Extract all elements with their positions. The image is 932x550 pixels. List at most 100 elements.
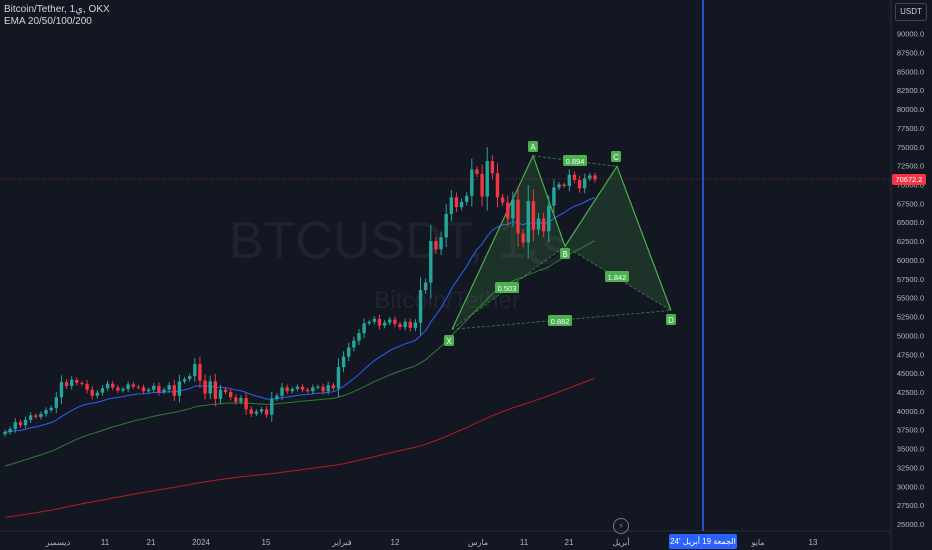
candle-body <box>49 407 53 411</box>
candle-body <box>506 202 510 219</box>
candle-body <box>162 389 166 392</box>
candle-body <box>495 173 500 198</box>
cursor-date-label: الجمعة 19 أبريل '24 <box>669 534 737 549</box>
y-tick-label: 32500.0 <box>897 463 924 472</box>
candle-body <box>75 379 79 383</box>
candle-body <box>470 169 474 196</box>
candle-body <box>434 241 438 250</box>
candle-body <box>449 197 454 214</box>
ratio-xd-label-box <box>548 315 572 326</box>
candle-body <box>182 379 187 382</box>
candle-body <box>95 392 100 396</box>
ratio-ab-label-box <box>495 282 519 293</box>
ema-200-line <box>4 377 596 518</box>
candle-body <box>552 187 556 206</box>
x-tick-label: 2024 <box>192 538 210 547</box>
watermark-ticker: BTCUSDT, 1ي <box>229 212 567 271</box>
candle-body <box>557 184 561 188</box>
candle-body <box>362 323 366 334</box>
x-tick-label: مايو <box>750 538 764 547</box>
x-tick-label: 21 <box>147 538 156 547</box>
candle-body <box>23 419 28 426</box>
candle-body <box>254 411 259 414</box>
x-tick-label: 13 <box>809 538 818 547</box>
candle-body <box>213 381 218 399</box>
candle-body <box>562 184 566 187</box>
candle-body <box>382 322 387 326</box>
y-tick-label: 30000.0 <box>897 482 924 491</box>
candle-body <box>54 397 58 408</box>
y-tick-label: 87500.0 <box>897 48 924 57</box>
candle-body <box>547 205 551 232</box>
candle-body <box>408 321 412 328</box>
candle-body <box>572 174 577 180</box>
ratio-bd-label-box <box>605 271 629 282</box>
x-tick-label: أبريل <box>612 536 629 547</box>
y-tick-label: 35000.0 <box>897 445 924 454</box>
symbol-watermark: BTCUSDT, 1ي Bitcoin/Tether <box>229 212 567 314</box>
candle-body <box>336 367 341 389</box>
candle-body <box>352 340 356 348</box>
candle-body <box>305 389 310 392</box>
candle-body <box>157 385 161 392</box>
candle-body <box>480 173 484 197</box>
candle-body <box>582 178 587 189</box>
y-tick-label: 75000.0 <box>897 143 924 152</box>
y-tick-label: 45000.0 <box>897 369 924 378</box>
pattern-bcd-fill <box>565 166 671 311</box>
candle-body <box>131 384 135 387</box>
point-a-badge <box>528 141 538 152</box>
candle-body <box>316 386 320 388</box>
harmonic-pattern[interactable]: X A B C D 0.503 0.882 0.894 1.842 <box>444 141 676 346</box>
candle-body <box>126 384 130 389</box>
candle-body <box>526 201 530 243</box>
candle-body <box>429 241 433 283</box>
price-axis[interactable]: 25000.0 27500.0 30000.0 32500.0 35000.0 37500… <box>897 30 924 529</box>
currency-button[interactable]: USDT <box>895 3 927 21</box>
candle-body <box>44 410 48 414</box>
y-tick-label: 70000.0 <box>897 181 924 190</box>
candle-body <box>244 398 248 410</box>
y-tick-label: 27500.0 <box>897 501 924 510</box>
indicator-legend[interactable]: EMA 20/50/100/200 <box>4 16 92 27</box>
candle-body <box>536 218 541 230</box>
candle-body <box>193 364 197 377</box>
pattern-xab-fill <box>452 155 565 330</box>
candle-body <box>18 422 23 426</box>
lightning-icon[interactable]: ⚡ <box>613 518 629 534</box>
y-tick-label: 82500.0 <box>897 86 924 95</box>
y-tick-label: 55000.0 <box>897 294 924 303</box>
candle-body <box>59 382 64 398</box>
candle-body <box>541 218 546 232</box>
candle-body <box>475 169 479 174</box>
candle-body <box>80 382 84 384</box>
candle-body <box>172 385 176 396</box>
candle-body <box>90 389 94 396</box>
candle-body <box>500 197 505 203</box>
point-x-label: X <box>446 337 452 346</box>
candle-body <box>459 201 464 208</box>
symbol-legend[interactable]: Bitcoin/Tether, 1ي, OKX <box>4 4 110 15</box>
candle-body <box>275 395 279 399</box>
candle-body <box>187 376 192 380</box>
candle-body <box>285 387 289 392</box>
candle-body <box>367 321 371 324</box>
point-x-badge <box>444 335 454 346</box>
candle-body <box>141 387 146 392</box>
candle-body <box>372 318 377 322</box>
candle-body <box>388 319 392 323</box>
candle-body <box>454 197 459 208</box>
candle-body <box>234 397 238 402</box>
candle-body <box>295 386 300 389</box>
pattern-ratio-line <box>451 310 672 330</box>
candle-body <box>413 322 418 328</box>
y-tick-label: 67500.0 <box>897 199 924 208</box>
candle-body <box>152 385 156 390</box>
candle-body <box>280 387 284 396</box>
candle-body <box>264 409 269 415</box>
point-c-label: C <box>613 153 619 162</box>
time-axis[interactable]: ديسمبر 11 21 2024 15 فبراير 12 مارس 11 21 أبريل ماي… <box>45 536 818 547</box>
candle-body <box>3 431 7 435</box>
candle-body <box>439 237 443 250</box>
